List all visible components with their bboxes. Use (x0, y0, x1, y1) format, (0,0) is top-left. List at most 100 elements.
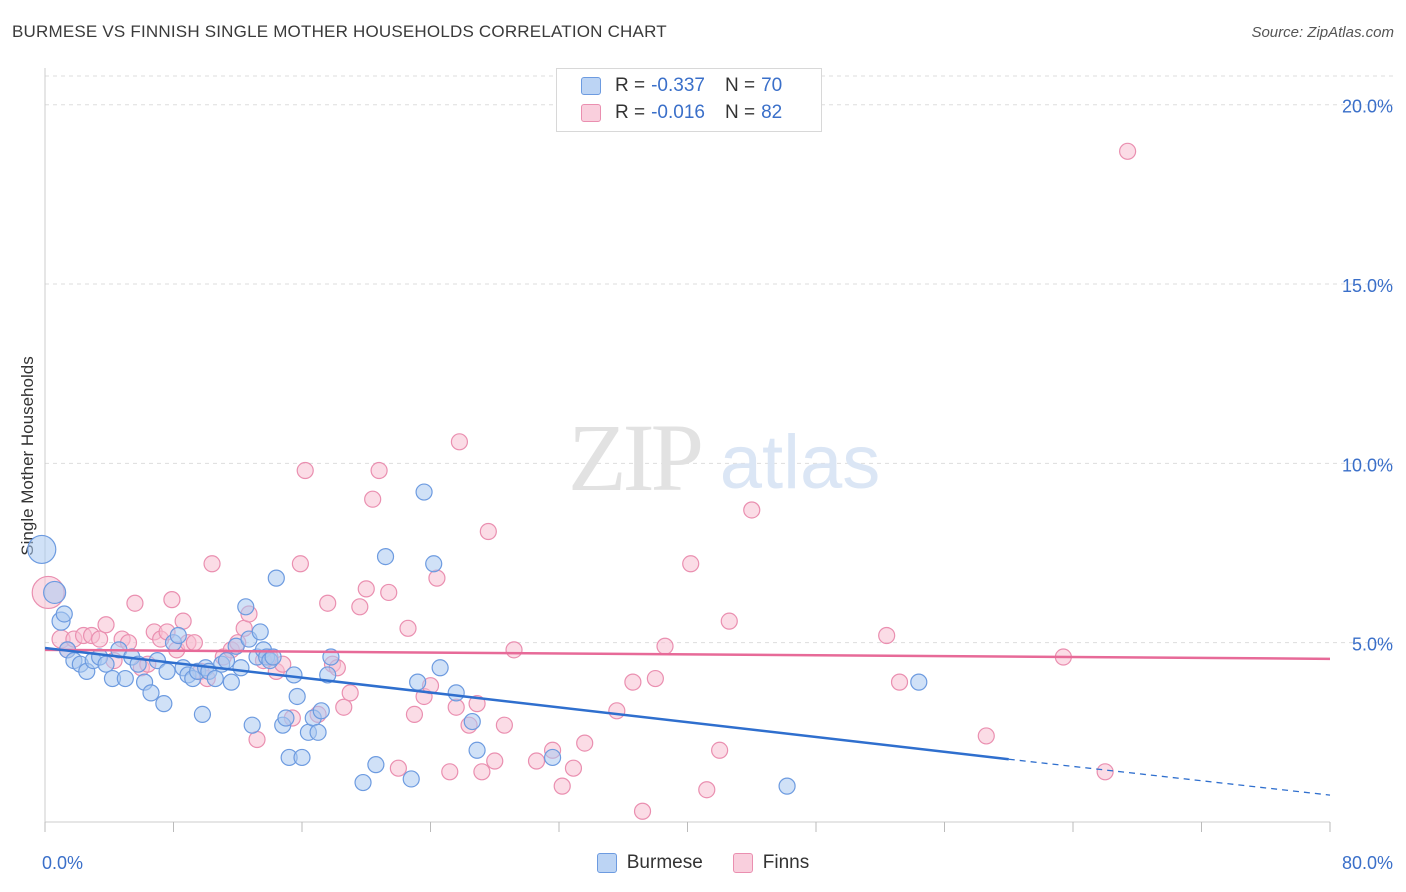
finns-point (428, 569, 446, 587)
finns-point (977, 727, 995, 745)
burmese-point (222, 673, 240, 691)
burmese-point (206, 669, 224, 688)
finns-point (1119, 142, 1137, 160)
burmese-point (169, 626, 187, 645)
burmese-point (243, 716, 261, 734)
burmese-point (415, 483, 433, 501)
finns-point (248, 730, 266, 749)
finns-point (527, 752, 546, 770)
burmese-point (288, 687, 306, 706)
r-label: R = (615, 75, 646, 96)
finns-point (389, 759, 407, 777)
r-label: R = (615, 102, 646, 123)
finns-point (1096, 763, 1114, 781)
finns-point (479, 522, 497, 541)
finns-point (743, 501, 761, 519)
finns-point (633, 802, 652, 820)
finns-point (351, 598, 369, 616)
burmese-point (468, 741, 486, 759)
legend-label-burmese: Burmese (626, 852, 703, 873)
burmese-point (463, 712, 481, 731)
finns-point (341, 684, 359, 702)
burmese-point (543, 748, 562, 767)
burmese-point (367, 756, 385, 774)
finns-point (380, 583, 398, 602)
x-tick-label: 0.0% (42, 853, 83, 873)
regression-lines (44, 646, 1331, 796)
gridlines (45, 75, 1395, 644)
finns-point (291, 555, 309, 573)
burmese-point (217, 652, 236, 670)
burmese-point (142, 684, 160, 702)
burmese-point (237, 598, 255, 616)
source-label: Source: ZipAtlas.com (1251, 24, 1394, 41)
finns-point (505, 641, 523, 659)
y-tick-label: 5.0% (1352, 635, 1393, 655)
finns-point (405, 705, 424, 724)
burmese-point (232, 659, 250, 677)
legend-item-burmese: Burmese (596, 852, 703, 874)
finns-point (296, 461, 314, 480)
finns-point (319, 594, 337, 612)
n-label: N = (724, 102, 756, 123)
finns-point (399, 619, 417, 637)
burmese-point (43, 580, 67, 605)
finns-point (447, 698, 465, 716)
finns-point (486, 752, 504, 770)
finns-point (174, 612, 192, 630)
burmese-point (193, 705, 212, 724)
finns-point (185, 634, 203, 652)
finns-point (357, 580, 375, 598)
chart-title: BURMESE VS FINNISH SINGLE MOTHER HOUSEHO… (12, 22, 667, 41)
n-value: 82 (761, 102, 783, 123)
finns-point (450, 433, 469, 451)
finns-point (441, 763, 459, 781)
finns-swatch (581, 104, 601, 122)
burmese-point (910, 673, 928, 691)
burmese-point (116, 669, 134, 688)
finns-point (624, 673, 642, 691)
burmese-point (447, 684, 465, 702)
burmese-point (431, 659, 449, 677)
legend-label-finns: Finns (762, 852, 810, 873)
finns-point (97, 616, 115, 634)
finns-point (370, 461, 388, 480)
burmese-point (312, 702, 330, 720)
burmese-swatch (581, 77, 601, 95)
y-tick-label: 15.0% (1342, 276, 1393, 296)
burmese-point (155, 695, 173, 713)
finns-point (203, 555, 221, 573)
finns-point (335, 698, 353, 716)
axes (44, 68, 1331, 832)
burmese-point (264, 648, 282, 666)
finns-point (126, 594, 144, 612)
finns-point (564, 759, 583, 777)
finns-point (656, 637, 674, 655)
y-tick-label: 20.0% (1342, 97, 1393, 117)
finns-point (553, 777, 571, 795)
r-value: -0.016 (651, 102, 705, 123)
finns-point (468, 695, 486, 713)
n-value: 70 (761, 75, 783, 96)
finns-point (364, 490, 382, 508)
legend-row-burmese: R = -0.337 N = 70 (581, 73, 782, 99)
burmese-point (158, 662, 176, 680)
burmese-legend-swatch (596, 853, 617, 873)
burmese-point (376, 547, 395, 566)
finns-point (608, 702, 626, 720)
finns-point (646, 669, 664, 688)
y-tick-label: 10.0% (1342, 455, 1393, 475)
burmese-point (97, 655, 115, 673)
burmese-point (27, 534, 57, 565)
burmese-point (293, 748, 311, 767)
burmese-point (402, 770, 420, 788)
finns-point (711, 741, 729, 759)
burmese-point (55, 605, 73, 623)
burmese-point (277, 709, 295, 727)
finns-point (163, 591, 181, 609)
burmese-regression-line (44, 646, 1009, 761)
finns-legend-swatch (732, 853, 753, 873)
x-tick-label: 80.0% (1342, 853, 1393, 873)
finns-point (698, 781, 716, 799)
